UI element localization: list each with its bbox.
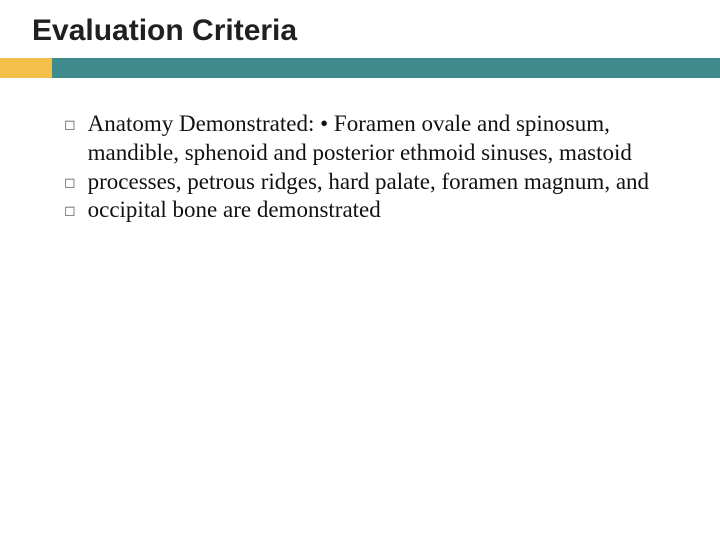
list-item: ◻ Anatomy Demonstrated: • Foramen ovale … bbox=[64, 110, 670, 168]
accent-yellow bbox=[0, 58, 52, 78]
bullet-icon: ◻ bbox=[64, 116, 76, 168]
content-area: ◻ Anatomy Demonstrated: • Foramen ovale … bbox=[0, 78, 720, 225]
list-item: ◻ occipital bone are demonstrated bbox=[64, 196, 670, 225]
bullet-text: occipital bone are demonstrated bbox=[88, 196, 381, 225]
bullet-text: Anatomy Demonstrated: • Foramen ovale an… bbox=[88, 110, 670, 168]
bullet-text: processes, petrous ridges, hard palate, … bbox=[88, 168, 649, 197]
bullet-icon: ◻ bbox=[64, 202, 76, 225]
slide-title: Evaluation Criteria bbox=[0, 0, 720, 58]
list-item: ◻ processes, petrous ridges, hard palate… bbox=[64, 168, 670, 197]
accent-teal bbox=[52, 58, 720, 78]
accent-bar bbox=[0, 58, 720, 78]
slide: Evaluation Criteria ◻ Anatomy Demonstrat… bbox=[0, 0, 720, 540]
bullet-icon: ◻ bbox=[64, 174, 76, 197]
